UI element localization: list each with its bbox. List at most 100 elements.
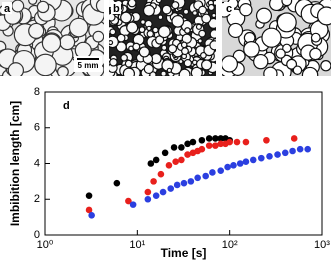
bubble (120, 11, 132, 24)
bubble (180, 41, 188, 49)
bubble (183, 58, 193, 68)
y-tick-label: 8 (34, 86, 40, 98)
point (88, 212, 95, 219)
point (257, 154, 265, 162)
bubble (207, 3, 215, 12)
panel-label: b (113, 3, 120, 15)
y-axis-label: Imbibition length [cm] (8, 101, 22, 226)
bubble (166, 67, 173, 74)
point (170, 144, 178, 151)
point (85, 192, 93, 199)
bubble (143, 63, 154, 75)
label-bg (224, 2, 234, 14)
bubble (34, 53, 57, 76)
point (233, 138, 241, 146)
point (198, 136, 206, 144)
bubble (275, 48, 286, 59)
point (212, 135, 219, 142)
bubble (201, 59, 213, 71)
bubble (181, 47, 189, 56)
bubble (276, 12, 297, 33)
bubble (120, 53, 128, 62)
point (242, 158, 250, 166)
bubble (157, 25, 171, 39)
bubble (269, 0, 284, 12)
bubble (109, 39, 114, 46)
bubble (74, 41, 92, 59)
x-tick-label: 10³ (314, 239, 330, 251)
bubbles (222, 0, 331, 76)
point (184, 140, 191, 148)
point (173, 181, 181, 189)
bubble (199, 51, 207, 59)
bubble (253, 53, 269, 70)
bubble (124, 59, 133, 68)
bubble (263, 66, 278, 76)
bubble (127, 0, 137, 8)
point (113, 179, 121, 187)
bubble (155, 0, 162, 4)
bubble (201, 13, 212, 24)
point (187, 178, 195, 185)
point (147, 160, 155, 167)
bubble (209, 29, 216, 39)
bubble (197, 38, 203, 44)
point (189, 138, 197, 146)
point (304, 145, 311, 153)
point (178, 156, 185, 164)
panel-label: d (63, 100, 70, 112)
bubble (171, 1, 180, 10)
bubble (11, 0, 25, 13)
bubble (146, 30, 154, 38)
y-tick-label: 2 (34, 193, 40, 205)
point (281, 149, 289, 157)
point (157, 170, 165, 178)
point (266, 153, 273, 160)
bubble (255, 7, 273, 24)
bubble (261, 27, 282, 48)
point (205, 135, 213, 142)
point (144, 188, 152, 196)
bubble (309, 47, 322, 61)
point (274, 151, 281, 158)
bubble (222, 55, 238, 73)
label-bg (111, 2, 121, 14)
y-tick-label: 0 (34, 229, 40, 241)
bubble (142, 4, 155, 17)
panel-label: c (226, 3, 232, 15)
bubble (116, 33, 126, 43)
bubble (171, 14, 185, 28)
bubble (28, 22, 45, 40)
point (212, 142, 219, 149)
point (230, 161, 237, 169)
point (242, 138, 250, 146)
bubble (198, 29, 207, 38)
point (150, 178, 157, 185)
scale-label: 5 mm (78, 61, 99, 70)
point (194, 174, 201, 182)
x-tick-label: 10¹ (129, 239, 145, 251)
x-tick-label: 10² (222, 239, 238, 251)
bubble (192, 10, 198, 16)
point (85, 206, 93, 214)
bubble (109, 28, 117, 36)
bubble (178, 68, 191, 76)
point (226, 138, 233, 146)
point (172, 158, 179, 166)
point (159, 188, 167, 196)
bubble (7, 62, 25, 76)
plot-frame (44, 91, 323, 236)
bubble (310, 32, 321, 43)
point (289, 147, 296, 155)
bubble (243, 40, 260, 58)
bubble (68, 17, 89, 38)
bubble (239, 3, 253, 17)
bubble (227, 22, 244, 39)
bubble (316, 6, 331, 26)
bubble (167, 44, 178, 54)
bubble (92, 30, 104, 43)
point (152, 192, 160, 199)
bubble (209, 40, 216, 51)
point (178, 144, 185, 151)
point (217, 167, 225, 174)
